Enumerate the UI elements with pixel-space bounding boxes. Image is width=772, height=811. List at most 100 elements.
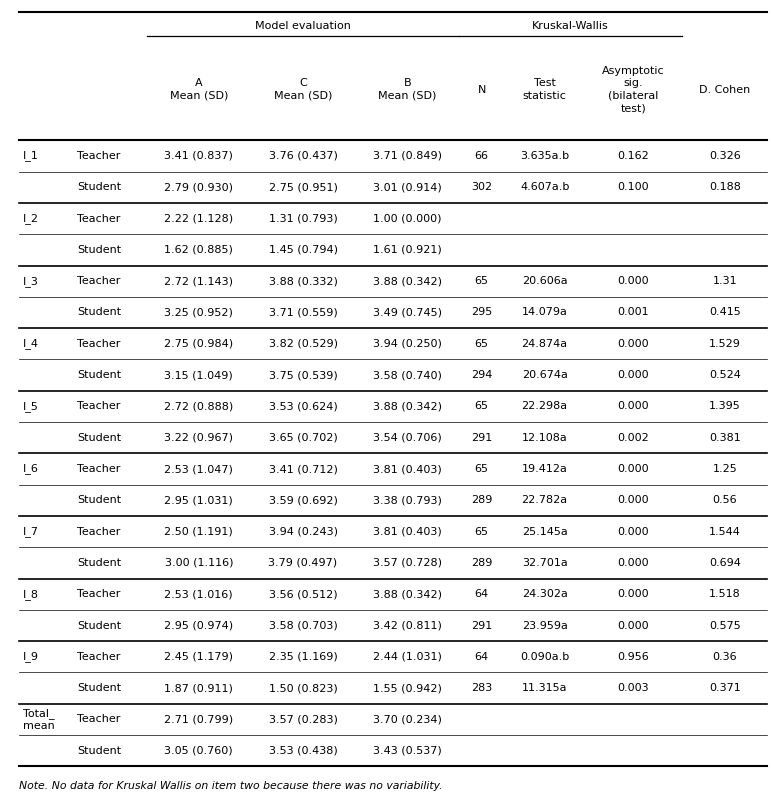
Text: Model evaluation: Model evaluation [255, 20, 351, 31]
Text: Total_
mean: Total_ mean [23, 708, 55, 731]
Text: 3.88 (0.342): 3.88 (0.342) [373, 277, 442, 286]
Text: I_6: I_6 [23, 464, 39, 474]
Text: 23.959a: 23.959a [522, 620, 567, 630]
Text: 0.000: 0.000 [618, 496, 649, 505]
Text: 0.000: 0.000 [618, 526, 649, 537]
Text: 0.001: 0.001 [618, 307, 649, 317]
Text: 3.82 (0.529): 3.82 (0.529) [269, 339, 337, 349]
Text: 20.674a: 20.674a [522, 370, 567, 380]
Text: 289: 289 [471, 558, 493, 568]
Text: 65: 65 [475, 464, 489, 474]
Text: 3.88 (0.342): 3.88 (0.342) [373, 590, 442, 599]
Text: 3.00 (1.116): 3.00 (1.116) [164, 558, 233, 568]
Text: 2.71 (0.799): 2.71 (0.799) [164, 714, 233, 724]
Text: 3.70 (0.234): 3.70 (0.234) [373, 714, 442, 724]
Text: N: N [478, 84, 486, 95]
Text: 22.298a: 22.298a [522, 401, 567, 411]
Text: 14.079a: 14.079a [522, 307, 567, 317]
Text: 3.71 (0.559): 3.71 (0.559) [269, 307, 337, 317]
Text: I_2: I_2 [23, 213, 39, 224]
Text: I_8: I_8 [23, 589, 39, 599]
Text: 0.000: 0.000 [618, 558, 649, 568]
Text: 25.145a: 25.145a [522, 526, 567, 537]
Text: Teacher: Teacher [77, 590, 120, 599]
Text: 0.002: 0.002 [618, 433, 649, 443]
Text: 1.518: 1.518 [709, 590, 741, 599]
Text: 1.55 (0.942): 1.55 (0.942) [373, 683, 442, 693]
Text: I_5: I_5 [23, 401, 39, 412]
Text: Teacher: Teacher [77, 464, 120, 474]
Text: 3.41 (0.712): 3.41 (0.712) [269, 464, 337, 474]
Text: 0.090a.b: 0.090a.b [520, 652, 569, 662]
Text: 302: 302 [471, 182, 493, 192]
Text: Teacher: Teacher [77, 151, 120, 161]
Text: 3.41 (0.837): 3.41 (0.837) [164, 151, 233, 161]
Text: 3.43 (0.537): 3.43 (0.537) [373, 746, 442, 756]
Text: Student: Student [77, 433, 121, 443]
Text: 19.412a: 19.412a [522, 464, 567, 474]
Text: 3.59 (0.692): 3.59 (0.692) [269, 496, 337, 505]
Text: 24.302a: 24.302a [522, 590, 567, 599]
Text: 0.575: 0.575 [709, 620, 741, 630]
Text: 3.49 (0.745): 3.49 (0.745) [373, 307, 442, 317]
Text: 1.87 (0.911): 1.87 (0.911) [164, 683, 233, 693]
Text: 2.35 (1.169): 2.35 (1.169) [269, 652, 337, 662]
Text: 0.381: 0.381 [709, 433, 741, 443]
Text: 3.75 (0.539): 3.75 (0.539) [269, 370, 337, 380]
Text: 283: 283 [471, 683, 493, 693]
Text: 3.94 (0.243): 3.94 (0.243) [269, 526, 337, 537]
Text: Student: Student [77, 558, 121, 568]
Text: 0.36: 0.36 [713, 652, 737, 662]
Text: 0.000: 0.000 [618, 401, 649, 411]
Text: 1.50 (0.823): 1.50 (0.823) [269, 683, 337, 693]
Text: 0.000: 0.000 [618, 464, 649, 474]
Text: 3.58 (0.703): 3.58 (0.703) [269, 620, 337, 630]
Text: Asymptotic
sig.
(bilateral
test): Asymptotic sig. (bilateral test) [602, 66, 665, 114]
Text: 2.53 (1.016): 2.53 (1.016) [164, 590, 233, 599]
Text: 2.45 (1.179): 2.45 (1.179) [164, 652, 233, 662]
Text: 3.53 (0.624): 3.53 (0.624) [269, 401, 337, 411]
Text: 2.72 (0.888): 2.72 (0.888) [164, 401, 233, 411]
Text: 3.53 (0.438): 3.53 (0.438) [269, 746, 337, 756]
Text: 3.88 (0.332): 3.88 (0.332) [269, 277, 337, 286]
Text: Student: Student [77, 683, 121, 693]
Text: 289: 289 [471, 496, 493, 505]
Text: 3.88 (0.342): 3.88 (0.342) [373, 401, 442, 411]
Text: 1.544: 1.544 [709, 526, 741, 537]
Text: 32.701a: 32.701a [522, 558, 567, 568]
Text: 2.53 (1.047): 2.53 (1.047) [164, 464, 233, 474]
Text: 24.874a: 24.874a [522, 339, 567, 349]
Text: 3.56 (0.512): 3.56 (0.512) [269, 590, 337, 599]
Text: 3.38 (0.793): 3.38 (0.793) [373, 496, 442, 505]
Text: 1.395: 1.395 [709, 401, 741, 411]
Text: 0.524: 0.524 [709, 370, 741, 380]
Text: 1.31 (0.793): 1.31 (0.793) [269, 213, 337, 224]
Text: 0.000: 0.000 [618, 620, 649, 630]
Text: 3.81 (0.403): 3.81 (0.403) [373, 464, 442, 474]
Text: 1.45 (0.794): 1.45 (0.794) [269, 245, 337, 255]
Text: 0.326: 0.326 [709, 151, 741, 161]
Text: 12.108a: 12.108a [522, 433, 567, 443]
Text: 1.62 (0.885): 1.62 (0.885) [164, 245, 233, 255]
Text: 0.188: 0.188 [709, 182, 741, 192]
Text: 291: 291 [471, 620, 493, 630]
Text: 3.42 (0.811): 3.42 (0.811) [373, 620, 442, 630]
Text: 2.44 (1.031): 2.44 (1.031) [373, 652, 442, 662]
Text: 2.72 (1.143): 2.72 (1.143) [164, 277, 233, 286]
Text: 65: 65 [475, 526, 489, 537]
Text: 1.00 (0.000): 1.00 (0.000) [373, 213, 442, 224]
Text: 3.635a.b: 3.635a.b [520, 151, 569, 161]
Text: 3.57 (0.728): 3.57 (0.728) [373, 558, 442, 568]
Text: Note. No data for Kruskal Wallis on item two because there was no variability.: Note. No data for Kruskal Wallis on item… [19, 781, 443, 791]
Text: 294: 294 [471, 370, 493, 380]
Text: 291: 291 [471, 433, 493, 443]
Text: Teacher: Teacher [77, 714, 120, 724]
Text: 2.50 (1.191): 2.50 (1.191) [164, 526, 233, 537]
Text: 3.94 (0.250): 3.94 (0.250) [373, 339, 442, 349]
Text: C
Mean (SD): C Mean (SD) [274, 79, 332, 101]
Text: 65: 65 [475, 339, 489, 349]
Text: 4.607a.b: 4.607a.b [520, 182, 569, 192]
Text: 1.25: 1.25 [713, 464, 737, 474]
Text: 2.95 (1.031): 2.95 (1.031) [164, 496, 233, 505]
Text: 3.01 (0.914): 3.01 (0.914) [373, 182, 442, 192]
